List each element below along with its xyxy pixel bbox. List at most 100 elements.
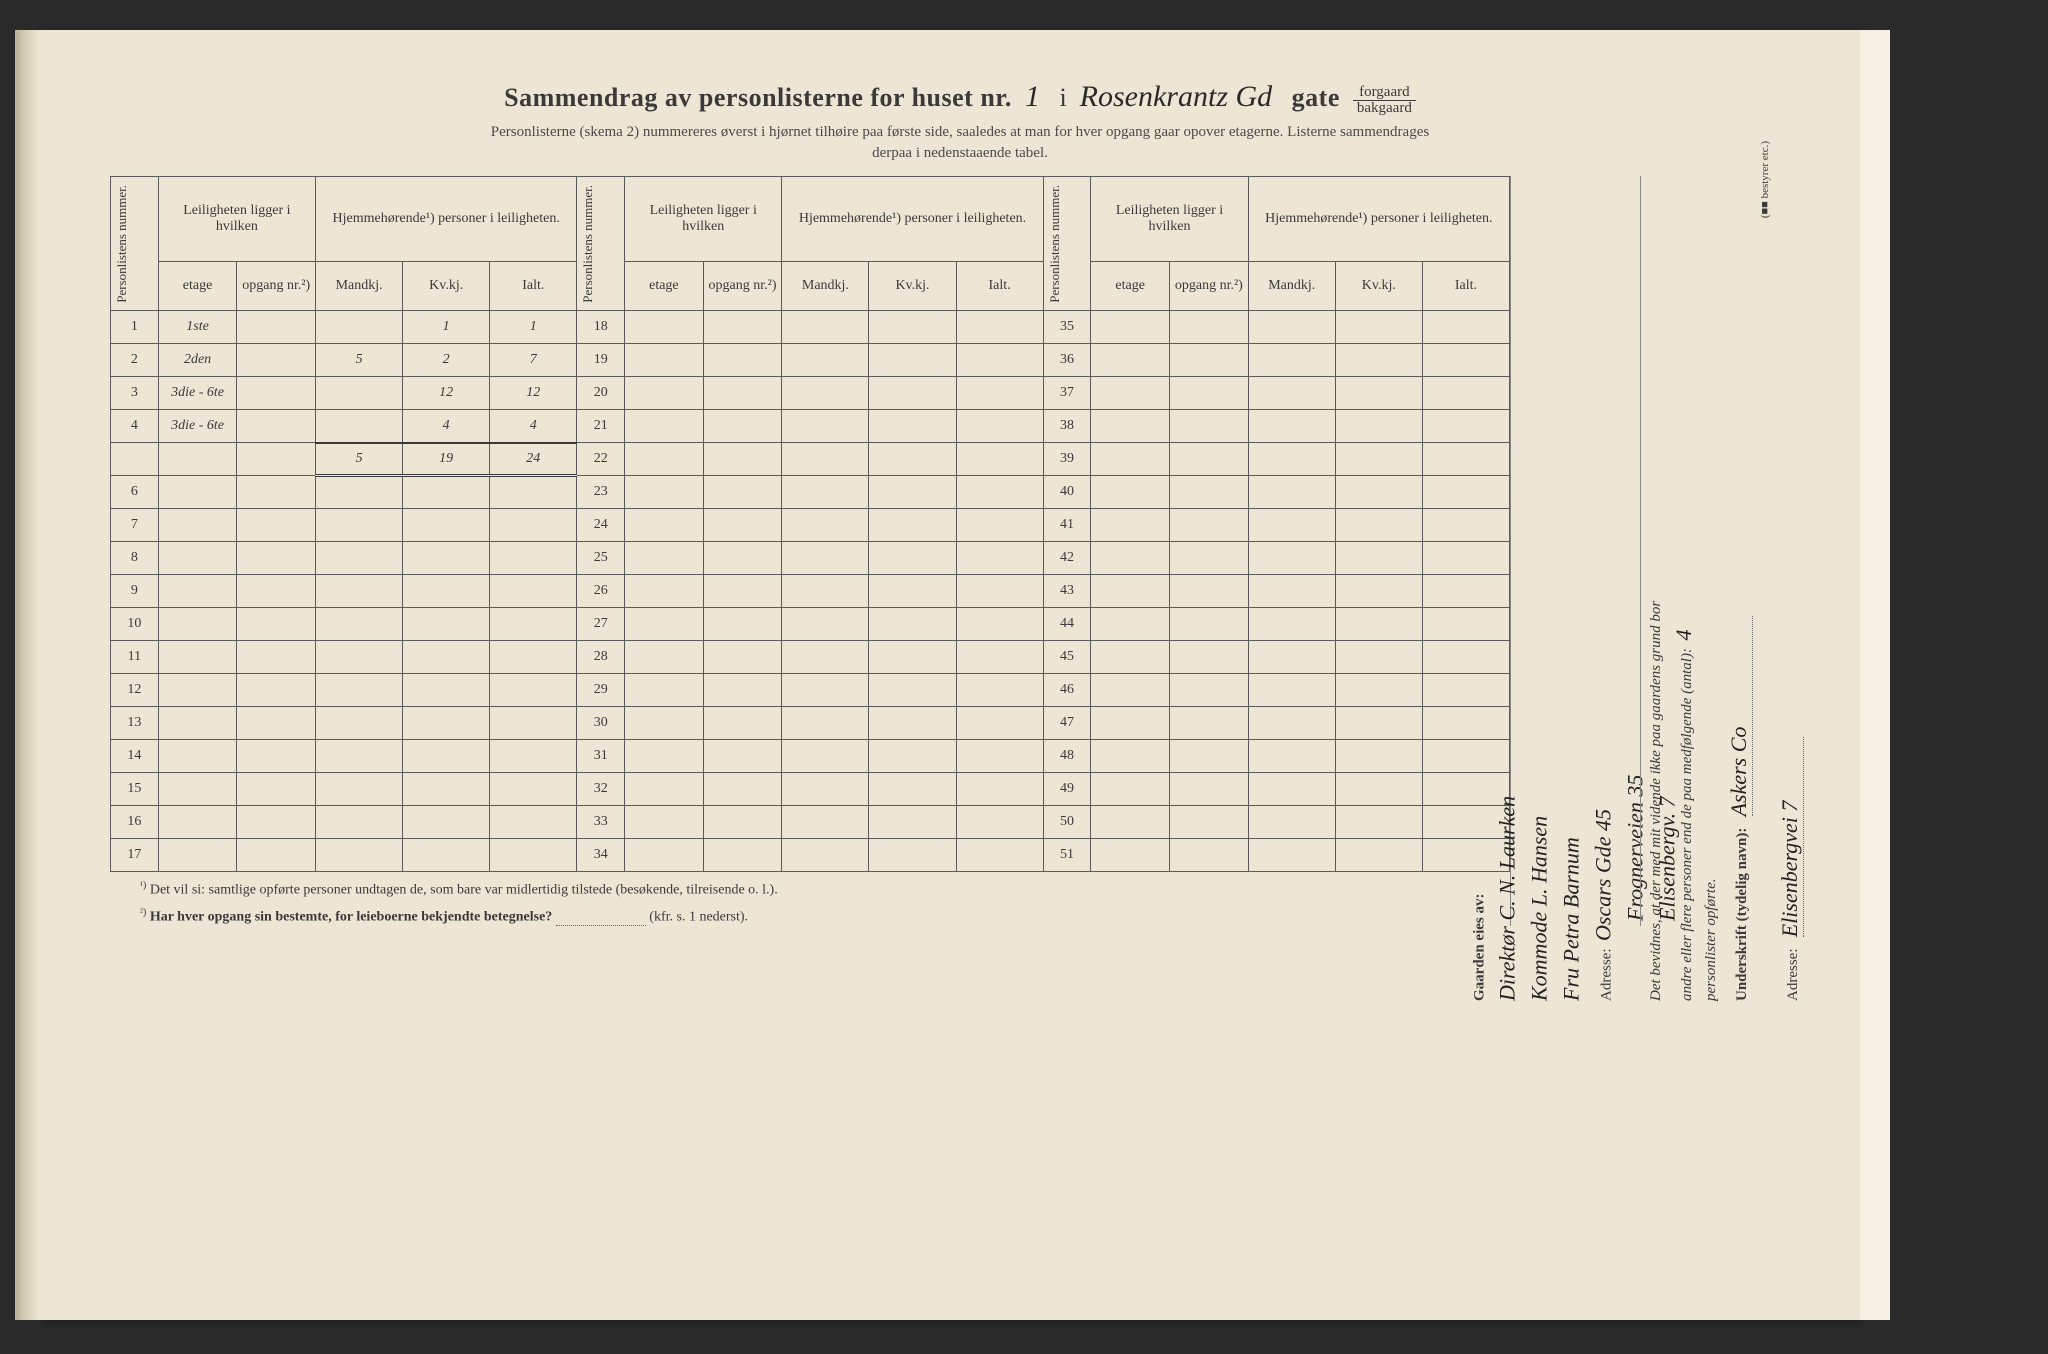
cell <box>403 542 490 575</box>
cell <box>625 674 704 707</box>
cell <box>703 773 782 806</box>
cell <box>625 410 704 443</box>
cell <box>869 575 956 608</box>
cell <box>1248 839 1335 872</box>
hdr-opgang-1: opgang nr.²) <box>237 262 316 311</box>
row-number: 6 <box>111 476 159 509</box>
cell <box>316 674 403 707</box>
cell <box>782 509 869 542</box>
cell <box>237 674 316 707</box>
forgaard-bakgaard: forgaard bakgaard <box>1353 85 1416 116</box>
cell <box>1091 740 1170 773</box>
row-number: 48 <box>1043 740 1091 773</box>
cell <box>1091 806 1170 839</box>
cell <box>1335 476 1422 509</box>
cell <box>782 806 869 839</box>
cell <box>490 608 577 641</box>
row-number: 43 <box>1043 575 1091 608</box>
cell <box>158 773 237 806</box>
owner-addr-label: Adresse: <box>1598 948 1614 1001</box>
cell <box>237 740 316 773</box>
cell <box>625 509 704 542</box>
cell <box>782 476 869 509</box>
cell <box>956 608 1043 641</box>
table-row: 519242239 <box>111 443 1510 476</box>
row-number: 4 <box>111 410 159 443</box>
cell <box>403 509 490 542</box>
cell <box>869 707 956 740</box>
row-number: 30 <box>577 707 625 740</box>
cell <box>1335 674 1422 707</box>
cell <box>158 542 237 575</box>
cell <box>158 476 237 509</box>
cell <box>869 806 956 839</box>
footnote-1: ¹) Det vil si: samtlige opførte personer… <box>110 880 1510 899</box>
cell <box>1091 476 1170 509</box>
cell <box>869 740 956 773</box>
row-number: 23 <box>577 476 625 509</box>
row-number: 49 <box>1043 773 1091 806</box>
cell <box>956 806 1043 839</box>
row-number: 50 <box>1043 806 1091 839</box>
cell <box>237 575 316 608</box>
cell <box>1091 707 1170 740</box>
cell <box>1170 575 1249 608</box>
cell <box>237 311 316 344</box>
row-number: 28 <box>577 641 625 674</box>
cell <box>237 344 316 377</box>
cell <box>703 410 782 443</box>
cell <box>703 509 782 542</box>
cell <box>490 773 577 806</box>
cell <box>869 311 956 344</box>
cell <box>625 806 704 839</box>
witness-stmt-3: personlister opførte. <box>1703 878 1719 1001</box>
row-number: 18 <box>577 311 625 344</box>
footnote-2-bold: Har hver opgang sin bestemte, for leiebo… <box>150 910 552 925</box>
cell <box>1248 443 1335 476</box>
cell <box>1335 509 1422 542</box>
cell: 4 <box>490 410 577 443</box>
cell <box>703 311 782 344</box>
cell <box>703 674 782 707</box>
cell: 2 <box>403 344 490 377</box>
cell <box>703 839 782 872</box>
row-number: 14 <box>111 740 159 773</box>
cell <box>1248 575 1335 608</box>
table-row: 122946 <box>111 674 1510 707</box>
cell <box>1170 476 1249 509</box>
cell <box>158 641 237 674</box>
cell <box>1335 707 1422 740</box>
cell <box>316 707 403 740</box>
cell <box>1248 344 1335 377</box>
cell <box>869 344 956 377</box>
cell <box>237 377 316 410</box>
side-witness-col: Det bevidnes, at der med mit vidende ikk… <box>1640 176 1810 926</box>
cell <box>956 311 1043 344</box>
cell <box>403 740 490 773</box>
table-row: 133047 <box>111 707 1510 740</box>
cell <box>1170 674 1249 707</box>
cell <box>1335 740 1422 773</box>
cell <box>1335 773 1422 806</box>
table-row: 33die - 6te12122037 <box>111 377 1510 410</box>
cell <box>625 377 704 410</box>
row-number: 20 <box>577 377 625 410</box>
hdr-mand-2: Mandkj. <box>782 262 869 311</box>
cell <box>490 575 577 608</box>
cell <box>782 443 869 476</box>
cell <box>158 575 237 608</box>
cell <box>1170 344 1249 377</box>
cell <box>956 674 1043 707</box>
cell <box>1091 608 1170 641</box>
row-number: 15 <box>111 773 159 806</box>
cell <box>403 575 490 608</box>
signature-label: Underskrift (tydelig navn): <box>1734 827 1750 1000</box>
title-i: i <box>1059 83 1066 112</box>
cell <box>956 575 1043 608</box>
row-number: 45 <box>1043 641 1091 674</box>
table-row: 143148 <box>111 740 1510 773</box>
table-row: 43die - 6te442138 <box>111 410 1510 443</box>
title-prefix: Sammendrag av personlisterne for huset n… <box>504 83 1012 112</box>
hdr-kvkj-1: Kv.kj. <box>403 262 490 311</box>
owner-line-2: Kommode L. Hansen <box>1526 101 1552 1001</box>
